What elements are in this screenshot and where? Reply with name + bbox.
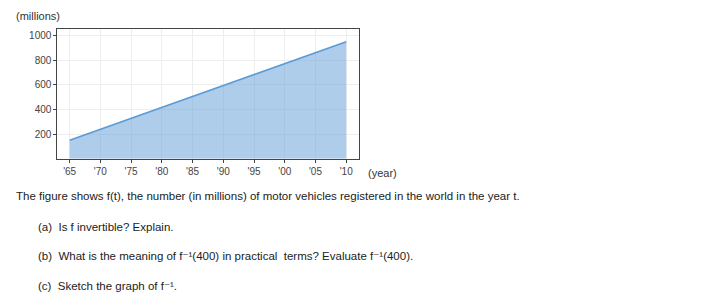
svg-text:'65: '65 [63,166,76,177]
svg-text:(year): (year) [368,167,397,179]
svg-text:'80: '80 [155,166,168,177]
svg-text:(a) Is f invertible? Explain.: (a) Is f invertible? Explain. [38,221,174,233]
svg-text:(millions): (millions) [16,10,60,22]
svg-text:200: 200 [35,129,52,140]
svg-text:(b) What is the meaning of f⁻: (b) What is the meaning of f⁻¹(400) in p… [38,250,413,262]
svg-text:'75: '75 [125,166,138,177]
svg-text:'95: '95 [247,166,260,177]
svg-text:'90: '90 [217,166,230,177]
svg-text:'00: '00 [278,166,291,177]
svg-text:The figure shows f(t), the num: The figure shows f(t), the number (in mi… [16,190,520,202]
svg-text:'70: '70 [94,166,107,177]
svg-text:400: 400 [35,104,52,115]
svg-text:1000: 1000 [29,30,52,41]
svg-text:(c) Sketch the graph of f⁻¹.: (c) Sketch the graph of f⁻¹. [38,280,177,292]
svg-text:600: 600 [35,79,52,90]
svg-text:'05: '05 [309,166,322,177]
svg-text:800: 800 [35,55,52,66]
svg-text:'10: '10 [340,166,353,177]
svg-text:'85: '85 [186,166,199,177]
